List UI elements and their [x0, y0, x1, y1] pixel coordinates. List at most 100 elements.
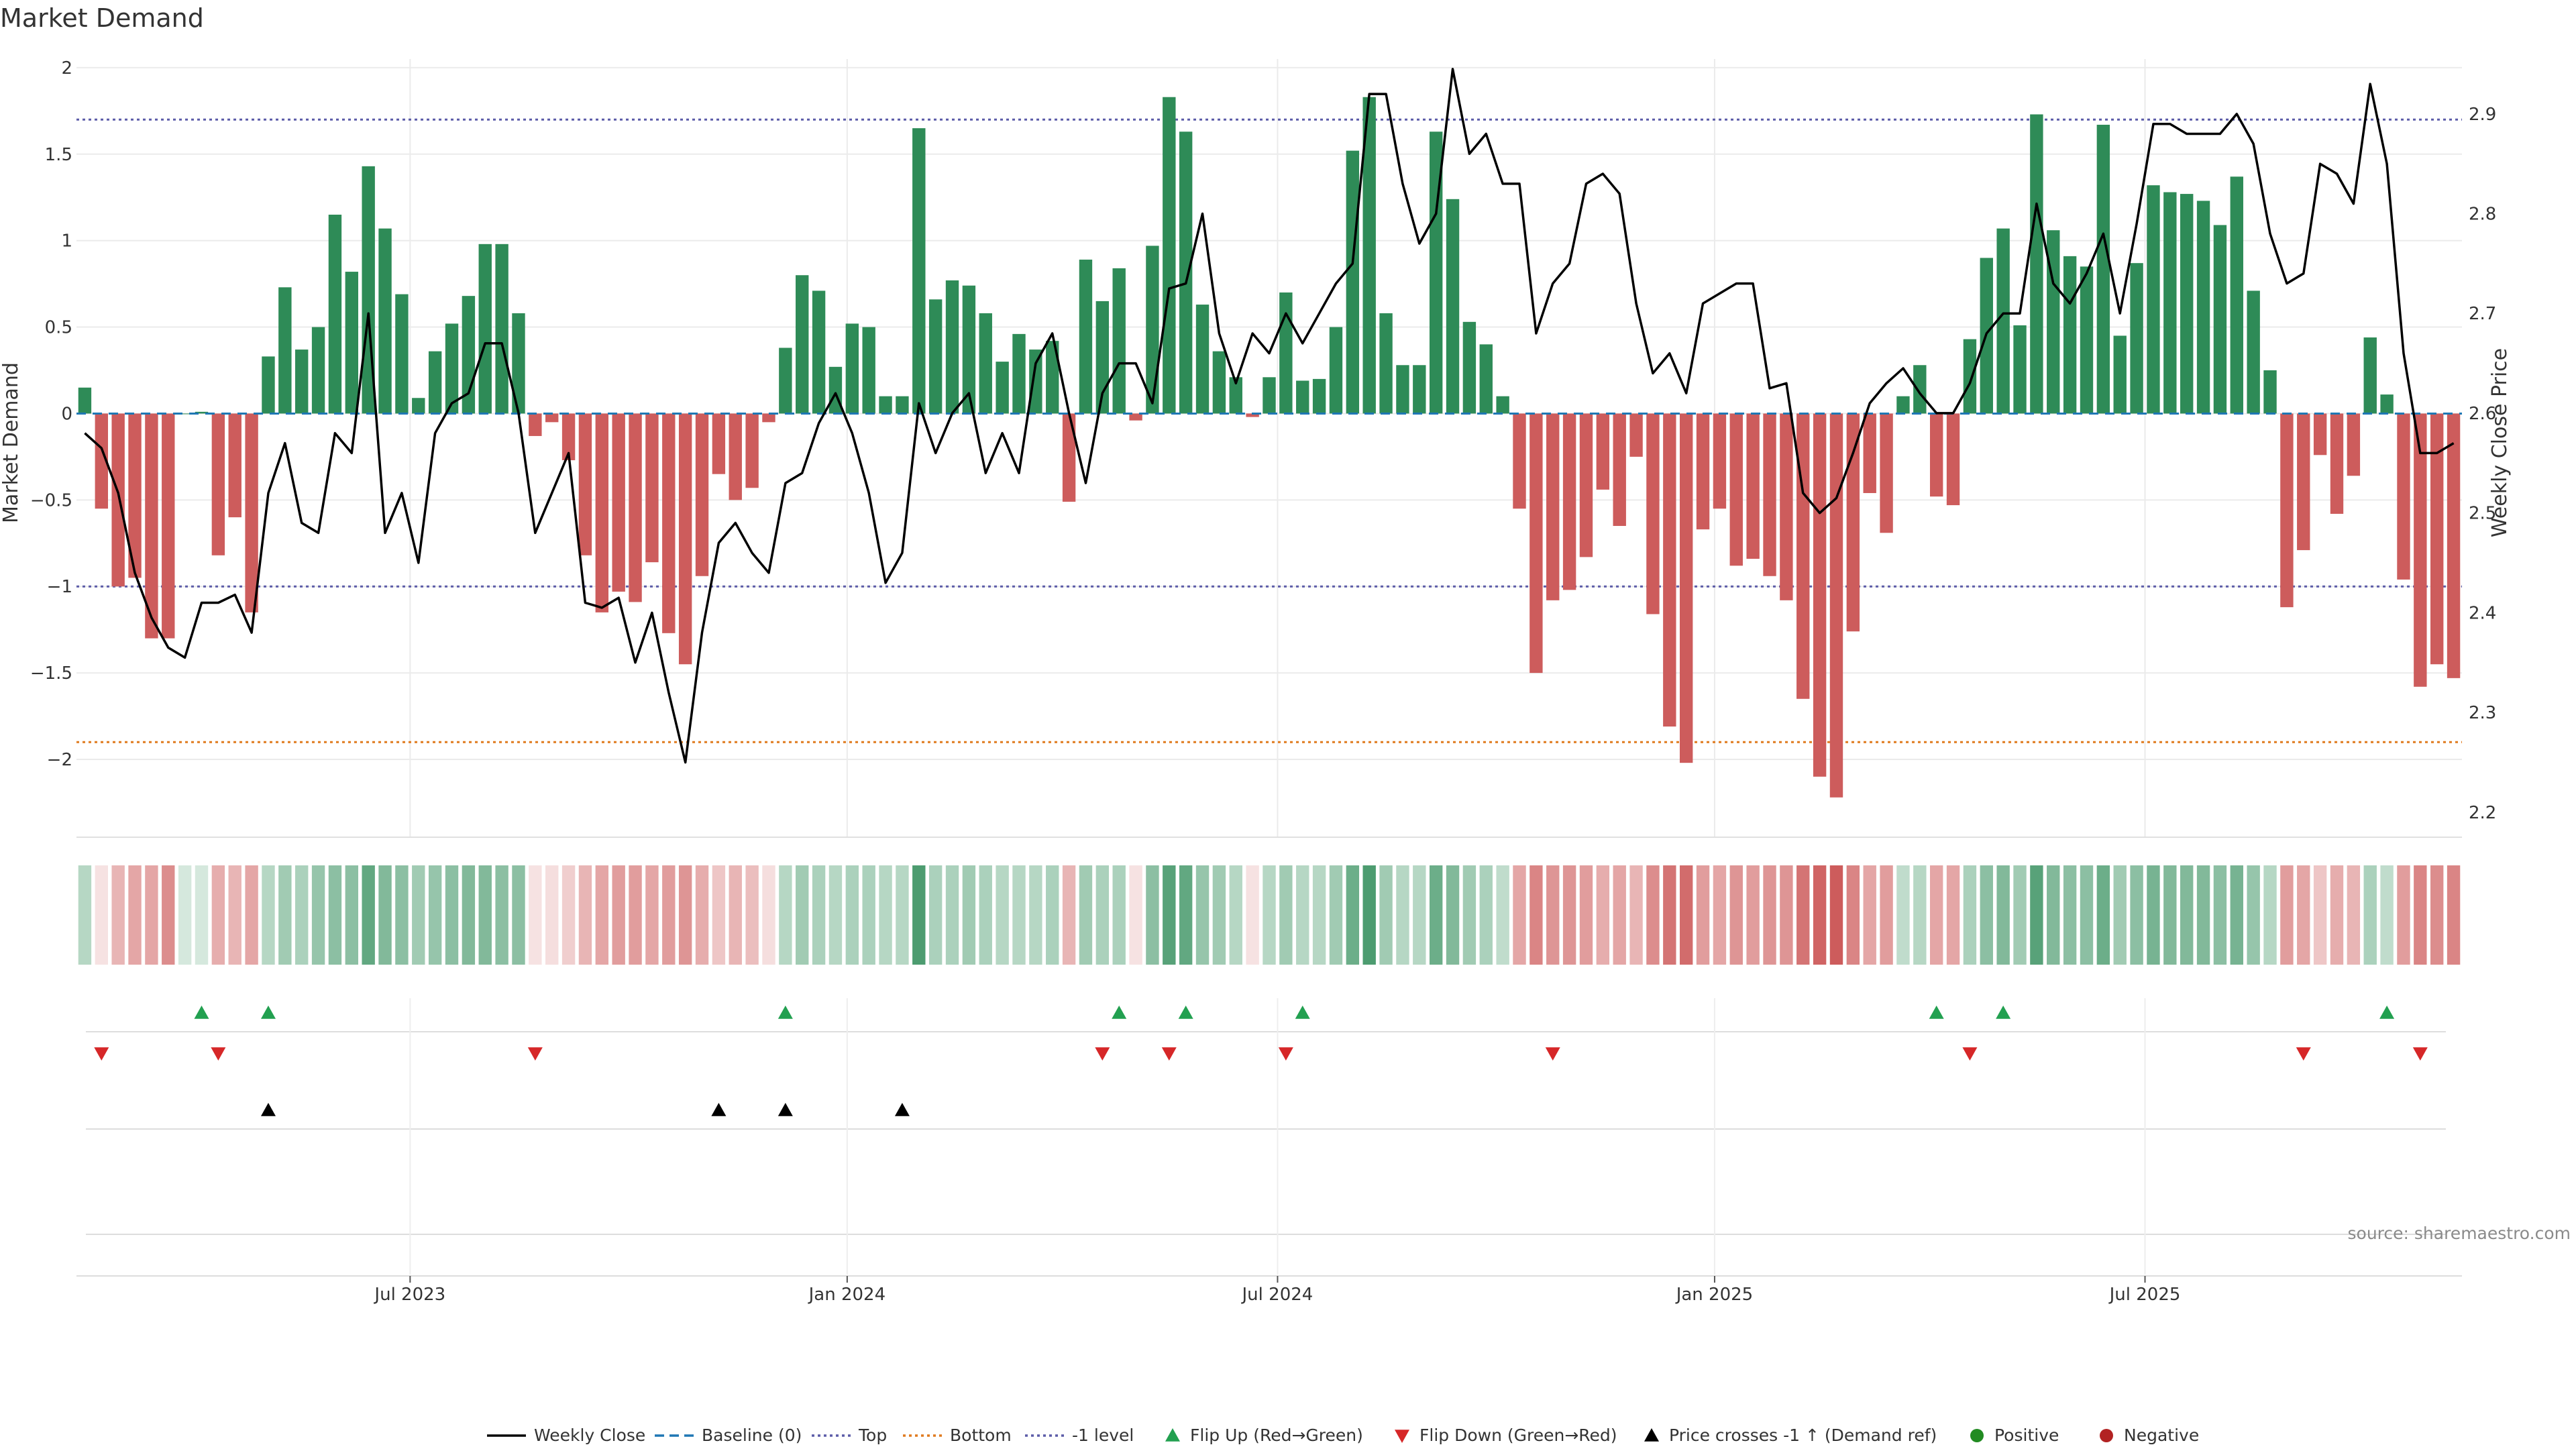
heat-cell — [1346, 865, 1360, 965]
heat-cell — [695, 865, 709, 965]
y-tick-label: 2 — [61, 58, 72, 78]
demand-bar — [1195, 305, 1210, 414]
y2-tick-label: 2.8 — [2469, 205, 2496, 225]
heat-cell — [95, 865, 108, 965]
demand-bar — [1846, 413, 1860, 632]
demand-bar — [529, 413, 542, 436]
y2-tick-label: 2.3 — [2469, 703, 2496, 723]
heat-cell — [1146, 865, 1159, 965]
heat-cell — [2080, 865, 2094, 965]
heat-cell — [311, 865, 325, 965]
heat-cell — [1529, 865, 1543, 965]
demand-bar — [2247, 290, 2260, 414]
demand-bar — [1462, 321, 1477, 414]
heat-cell — [729, 865, 742, 965]
demand-bar — [2213, 225, 2227, 414]
heat-cell — [478, 865, 492, 965]
heat-cell — [1129, 865, 1142, 965]
demand-bar — [1946, 413, 1960, 506]
demand-bar — [78, 387, 92, 414]
heat-cell — [545, 865, 559, 965]
heat-cell — [1212, 865, 1226, 965]
demand-bar — [645, 413, 659, 563]
heat-cell — [1946, 865, 1960, 965]
demand-bar — [2447, 413, 2461, 678]
demand-bar — [1896, 396, 1910, 414]
heat-cell — [2280, 865, 2294, 965]
demand-bar — [495, 244, 508, 414]
heat-cell — [779, 865, 792, 965]
demand-bar — [1346, 150, 1360, 414]
demand-bar — [1796, 413, 1810, 699]
heat-cell — [2180, 865, 2194, 965]
heat-cell — [1379, 865, 1393, 965]
demand-bar — [295, 350, 309, 414]
heat-cell — [962, 865, 976, 965]
heat-cell — [2430, 865, 2444, 965]
heat-cell — [2297, 865, 2310, 965]
legend: Weekly Close Baseline (0) Top Bottom -1 leve… — [487, 1426, 2199, 1445]
demand-bar — [2414, 413, 2427, 687]
heat-cell — [812, 865, 826, 965]
heat-cell — [1679, 865, 1693, 965]
heat-cell — [1929, 865, 1943, 965]
heat-cell — [295, 865, 309, 965]
heat-cell — [845, 865, 859, 965]
demand-bar — [2180, 194, 2194, 414]
heat-cell — [2380, 865, 2394, 965]
heat-cell — [1496, 865, 1509, 965]
demand-bar — [1413, 365, 1426, 414]
heat-cell — [495, 865, 508, 965]
y2-tick-label: 2.4 — [2469, 603, 2496, 623]
heat-cell — [145, 865, 158, 965]
heat-cell — [762, 865, 775, 965]
demand-bar — [328, 215, 342, 414]
heat-cell — [529, 865, 542, 965]
heat-cell — [645, 865, 659, 965]
y2-tick-label: 2.2 — [2469, 803, 2496, 823]
demand-bar — [1529, 413, 1543, 674]
demand-bar — [1729, 413, 1743, 566]
demand-bar — [2163, 192, 2177, 414]
y2-tick-label: 2.9 — [2469, 105, 2496, 125]
heat-cell — [428, 865, 442, 965]
demand-bar — [2263, 370, 2277, 414]
x-tick-label: Jul 2023 — [373, 1285, 445, 1305]
y-tick-label: −1.5 — [30, 663, 72, 684]
heat-cell — [2113, 865, 2127, 965]
demand-bar — [1646, 413, 1660, 614]
demand-bar — [896, 396, 909, 414]
heat-cell — [1362, 865, 1376, 965]
heat-cell — [228, 865, 241, 965]
demand-bar — [1129, 413, 1142, 421]
heat-cell — [1179, 865, 1193, 965]
price-cross-marker — [260, 1103, 276, 1116]
demand-bar — [1663, 413, 1676, 727]
demand-bar — [1296, 380, 1309, 414]
heat-cell — [1596, 865, 1610, 965]
heat-cell — [2363, 865, 2377, 965]
demand-bar — [162, 413, 175, 639]
heat-cell — [178, 865, 192, 965]
heat-cell — [128, 865, 142, 965]
heat-cell — [2213, 865, 2227, 965]
demand-bar — [311, 327, 325, 414]
heat-cell — [2230, 865, 2243, 965]
heat-cell — [1095, 865, 1110, 965]
heat-cell — [1112, 865, 1126, 965]
flip-down-marker — [1278, 1047, 1293, 1061]
heat-cell — [595, 865, 609, 965]
demand-bar — [1429, 131, 1443, 414]
demand-bar — [662, 413, 676, 633]
heat-cell — [1562, 865, 1576, 965]
demand-bar — [1579, 413, 1593, 557]
heat-cell — [1062, 865, 1076, 965]
y-tick-label: −2 — [47, 750, 72, 770]
legend-label: -1 level — [1072, 1426, 1134, 1445]
demand-bar — [2063, 256, 2077, 414]
heat-cell — [78, 865, 92, 965]
flip-down-marker — [1962, 1047, 1978, 1061]
legend-label: Negative — [2124, 1426, 2199, 1445]
demand-bar — [1079, 260, 1093, 414]
demand-bar — [262, 356, 275, 414]
